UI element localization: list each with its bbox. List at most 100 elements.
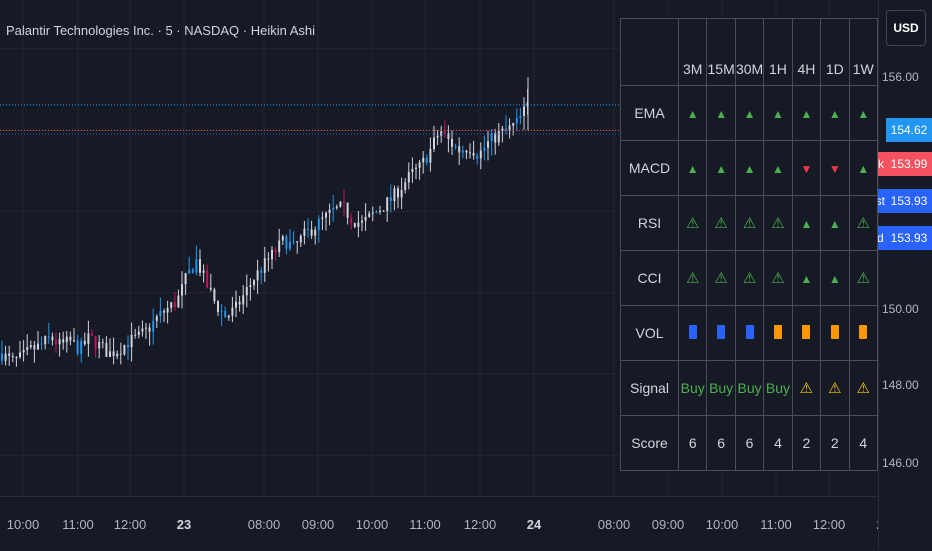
currency-button[interactable]: USD: [886, 10, 926, 46]
candle-body: [346, 202, 349, 218]
indicator-cell: ⚠: [763, 195, 793, 251]
warning-icon: ⚠: [856, 270, 870, 287]
indicator-cell: ▲: [763, 85, 793, 141]
indicator-cell: ▲: [677, 140, 708, 196]
indicator-cell: ▲: [820, 85, 850, 141]
candle-body: [343, 201, 345, 203]
candle-body: [368, 213, 371, 217]
indicator-cell: ▲: [763, 140, 793, 196]
candle-body: [487, 141, 489, 148]
indicator-cell: [820, 305, 850, 361]
table-header-row: 3M 15M 30M 1H 4H 1D 1W: [620, 18, 879, 86]
candle-body: [364, 216, 367, 221]
indicator-cell: 2: [791, 415, 822, 471]
warning-icon: ⚠: [856, 215, 870, 232]
candle-body: [505, 128, 507, 130]
candle-body: [249, 285, 252, 288]
candle-body: [433, 137, 435, 150]
candle-body: [512, 123, 515, 126]
cell-value: 4: [774, 435, 782, 451]
price-scale[interactable]: 156.00 150.00 148.00 146.00: [878, 0, 932, 550]
ask-price-badge: 153.99: [886, 152, 932, 176]
indicator-cell: 6: [677, 415, 708, 471]
candle-body: [389, 197, 392, 202]
candle-body: [490, 133, 493, 142]
indicator-cell: ▲: [791, 250, 822, 306]
candle-body: [22, 349, 25, 353]
indicator-row-vol: VOL: [620, 305, 879, 361]
indicator-row-ema: EMA ▲ ▲ ▲ ▲ ▲ ▲ ▲: [620, 85, 879, 141]
candle-body: [253, 280, 255, 286]
candle-body: [15, 356, 18, 358]
price-tick: 148.00: [882, 378, 919, 392]
cell-value: 2: [802, 435, 811, 451]
indicator-cell: ▼: [791, 140, 822, 196]
up-arrow-icon: ▲: [715, 107, 728, 121]
candle-body: [289, 241, 291, 249]
candle-body: [303, 228, 306, 236]
buy-signal: Buy: [680, 380, 705, 396]
candle-body: [98, 342, 101, 349]
indicator-cell: ⚠: [734, 195, 765, 251]
candle-body: [220, 310, 223, 312]
indicator-cell: [763, 305, 793, 361]
candle-body: [145, 327, 147, 329]
indicator-row-macd: MACD ▲ ▲ ▲ ▲ ▼ ▼ ▲: [620, 140, 879, 196]
indicator-row-signal: Signal Buy Buy Buy Buy ⚠ ⚠ ⚠: [620, 360, 879, 416]
warning-icon: ⚠: [714, 215, 728, 232]
warning-icon: ⚠: [742, 215, 757, 232]
candle-body: [177, 295, 180, 308]
candle-body: [166, 307, 169, 313]
candle-body: [206, 270, 209, 288]
up-arrow-icon: ▲: [743, 162, 756, 176]
candle-body: [55, 340, 57, 345]
warning-icon: ⚠: [856, 380, 870, 397]
candle-body: [429, 149, 432, 163]
candle-body: [411, 168, 414, 173]
candle-body: [80, 340, 83, 354]
candle-body: [152, 320, 155, 332]
candle-body: [170, 302, 173, 308]
candle-body: [1, 353, 3, 361]
candle-body: [11, 356, 14, 358]
candle-body: [130, 334, 133, 348]
indicator-cell: [706, 305, 736, 361]
warning-icon: ⚠: [828, 380, 842, 397]
indicator-cell: ⚠: [791, 360, 822, 416]
time-label: 12:00: [113, 517, 147, 532]
candle-body: [51, 336, 54, 341]
indicator-cell: ▲: [734, 140, 765, 196]
candle-body: [415, 167, 417, 169]
candle-body: [472, 152, 475, 156]
candle-body: [83, 340, 86, 345]
up-arrow-icon: ▲: [772, 162, 784, 176]
candle-body: [447, 133, 450, 140]
indicator-cell: 4: [848, 415, 879, 471]
indicator-cell: ▲: [706, 140, 736, 196]
cell-value: 6: [688, 435, 697, 451]
candle-body: [44, 336, 47, 345]
warning-icon: ⚠: [714, 270, 728, 287]
timeframe-header: 1W: [848, 18, 879, 86]
candle-body: [47, 336, 50, 338]
indicator-cell: ⚠: [848, 195, 879, 251]
indicator-cell: ▲: [820, 250, 850, 306]
indicator-cell: ▲: [791, 195, 822, 251]
indicator-cell: 6: [734, 415, 765, 471]
down-arrow-icon: ▼: [800, 162, 813, 176]
down-arrow-icon: ▼: [828, 162, 841, 176]
warning-icon: ⚠: [799, 380, 814, 397]
time-axis[interactable]: 10:00 11:00 12:00 23 08:00 09:00 10:00 11:00 12:…: [0, 496, 884, 551]
indicator-table: 3M 15M 30M 1H 4H 1D 1W EMA ▲ ▲ ▲ ▲ ▲ ▲ ▲ MACD ▲ ▲ ▲…: [620, 18, 879, 471]
candle-body: [116, 353, 119, 357]
volume-high-square: [830, 324, 839, 339]
up-arrow-icon: ▲: [772, 107, 784, 121]
chart-title: Palantir Technologies Inc. · 5 · NASDAQ …: [6, 23, 316, 38]
indicator-cell: [677, 305, 708, 361]
indicator-label: RSI: [620, 195, 679, 251]
last-price-badge: 154.62: [886, 118, 932, 142]
up-arrow-icon: ▲: [715, 162, 728, 176]
candle-body: [314, 229, 317, 236]
candle-body: [335, 206, 338, 209]
volume-low-square: [688, 324, 697, 339]
